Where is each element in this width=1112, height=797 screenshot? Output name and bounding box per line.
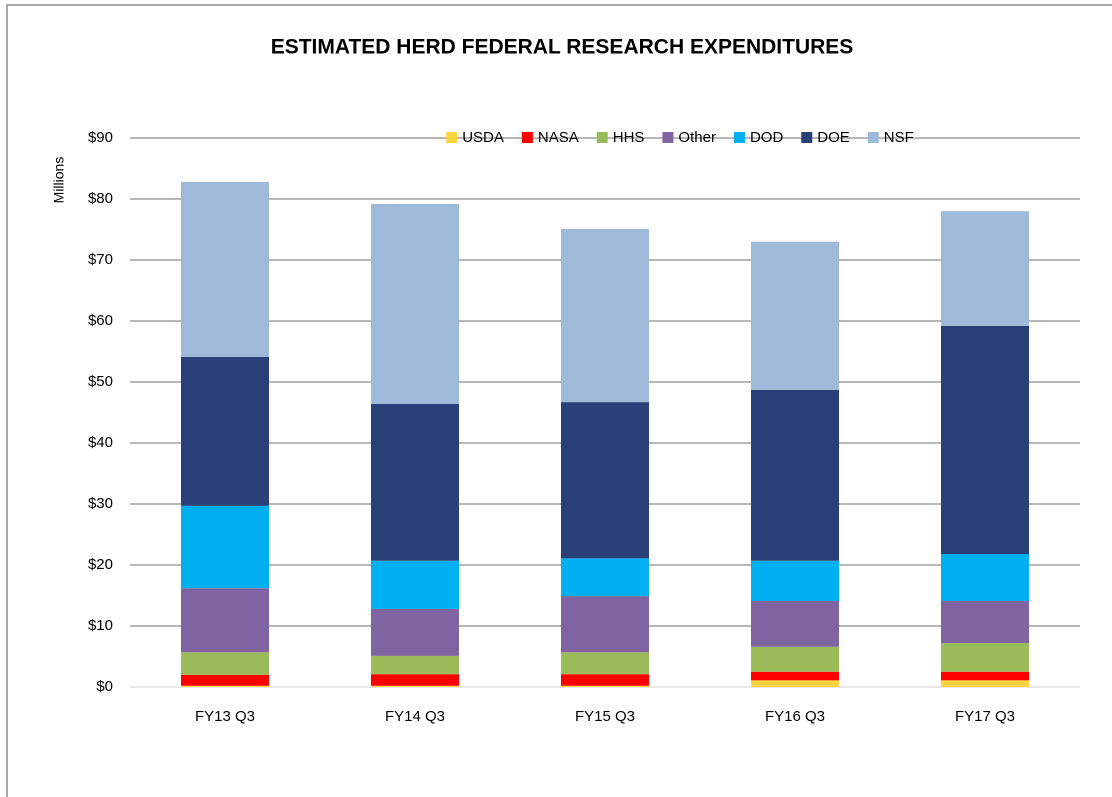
- x-tick-label: FY16 Q3: [765, 708, 825, 725]
- chart-frame: [6, 4, 1112, 797]
- legend-swatch: [801, 132, 813, 143]
- bar-segment: [941, 671, 1029, 681]
- bar-segment: [941, 600, 1029, 644]
- bar-segment: [181, 685, 269, 687]
- bar-segment: [371, 608, 459, 656]
- y-axis-label: Millions: [51, 157, 67, 204]
- bar-segment: [561, 402, 649, 559]
- bar-segment: [561, 685, 649, 687]
- bar-segment: [941, 211, 1029, 326]
- y-tick-label: $70: [88, 251, 113, 268]
- x-tick-label: FY13 Q3: [195, 708, 255, 725]
- legend-swatch: [662, 132, 674, 143]
- bar-segment: [941, 554, 1029, 601]
- x-tick-label: FY14 Q3: [385, 708, 445, 725]
- y-tick-label: $60: [88, 312, 113, 329]
- bar-segment: [561, 558, 649, 597]
- bar-segment: [371, 685, 459, 687]
- bar-segment: [181, 674, 269, 686]
- bar-segment: [751, 241, 839, 390]
- x-tick-label: FY15 Q3: [575, 708, 635, 725]
- y-tick-label: $10: [88, 617, 113, 634]
- legend-swatch: [446, 132, 458, 143]
- bar-segment: [751, 646, 839, 672]
- bar-segment: [371, 655, 459, 675]
- chart-title: ESTIMATED HERD FEDERAL RESEARCH EXPENDIT…: [271, 36, 854, 59]
- legend-label: USDA: [462, 129, 504, 146]
- y-tick-label: $90: [88, 129, 113, 146]
- bar-segment: [371, 674, 459, 686]
- legend-label: NASA: [538, 129, 579, 146]
- bar-segment: [181, 588, 269, 653]
- bar-segment: [561, 596, 649, 653]
- bar-segment: [181, 652, 269, 675]
- legend-swatch: [521, 132, 533, 143]
- bar-segment: [751, 680, 839, 687]
- legend-swatch: [733, 132, 745, 143]
- legend-label: HHS: [613, 129, 645, 146]
- y-tick-label: $30: [88, 495, 113, 512]
- y-tick-label: $20: [88, 556, 113, 573]
- y-tick-label: $0: [96, 678, 113, 695]
- y-tick-label: $40: [88, 434, 113, 451]
- bar-segment: [751, 389, 839, 561]
- bar-segment: [371, 403, 459, 561]
- bar-segment: [751, 600, 839, 647]
- legend-label: DOE: [817, 129, 850, 146]
- bar-segment: [941, 325, 1029, 555]
- y-tick-label: $50: [88, 373, 113, 390]
- y-tick-label: $80: [88, 190, 113, 207]
- bar-segment: [941, 680, 1029, 687]
- bar-segment: [181, 181, 269, 357]
- x-tick-label: FY17 Q3: [955, 708, 1015, 725]
- legend-swatch: [596, 132, 608, 143]
- bar-segment: [371, 203, 459, 404]
- legend-label: DOD: [750, 129, 784, 146]
- bar-segment: [181, 356, 269, 506]
- legend-label: NSF: [884, 129, 914, 146]
- legend-label: Other: [678, 129, 716, 146]
- bar-segment: [941, 643, 1029, 672]
- bar-segment: [561, 674, 649, 686]
- legend-swatch: [867, 132, 879, 143]
- bar-segment: [751, 671, 839, 681]
- bar-segment: [371, 560, 459, 609]
- bar-segment: [561, 652, 649, 675]
- bar-segment: [181, 505, 269, 589]
- bar-segment: [561, 228, 649, 403]
- bar-segment: [751, 560, 839, 601]
